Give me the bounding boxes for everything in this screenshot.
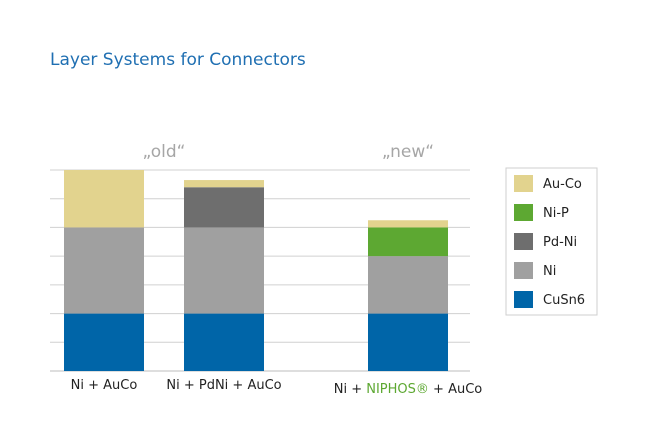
legend-label-ni: Ni bbox=[543, 264, 556, 279]
category-label-part: Ni + bbox=[334, 382, 367, 397]
bar-stack-ni-auco bbox=[64, 170, 144, 371]
bar-stacks bbox=[64, 170, 448, 371]
category-label-part: + AuCo bbox=[429, 382, 482, 397]
legend: Au-Co Ni-P Pd-Ni Ni CuSn6 bbox=[505, 167, 598, 316]
legend-swatch-ni-p bbox=[514, 204, 533, 221]
legend-swatch-au-co bbox=[514, 175, 533, 192]
bar-segment-ni bbox=[368, 256, 448, 314]
bar-segment-cusn6 bbox=[184, 313, 264, 371]
bar-segment-au-co bbox=[184, 180, 264, 188]
legend-swatch-cusn6 bbox=[514, 291, 533, 308]
legend-label-ni-p: Ni-P bbox=[543, 206, 569, 221]
bar-segment-cusn6 bbox=[64, 313, 144, 371]
legend-swatch-ni bbox=[514, 262, 533, 279]
bar-stack-ni-pdni-auco bbox=[184, 180, 264, 371]
legend-label-au-co: Au-Co bbox=[543, 177, 582, 192]
bar-segment-au-co bbox=[64, 170, 144, 228]
bar-segment-cusn6 bbox=[368, 313, 448, 371]
bar-segment-au-co bbox=[368, 220, 448, 228]
group-label: „new“ bbox=[382, 142, 434, 162]
group-label: „old“ bbox=[143, 142, 186, 162]
category-label: Ni + PdNi + AuCo bbox=[166, 378, 281, 393]
category-label: Ni + AuCo bbox=[71, 378, 138, 393]
legend-swatch-pd-ni bbox=[514, 233, 533, 250]
bar-segment-ni bbox=[64, 227, 144, 314]
legend-label-pd-ni: Pd-Ni bbox=[543, 235, 577, 250]
category-label-part: Ni + AuCo bbox=[71, 378, 138, 393]
bar-segment-ni-p bbox=[368, 227, 448, 257]
category-labels: Ni + AuCo Ni + PdNi + AuCo Ni + NIPHOS® + … bbox=[71, 378, 483, 397]
legend-label-cusn6: CuSn6 bbox=[543, 293, 585, 308]
category-label: Ni + NIPHOS® + AuCo bbox=[334, 382, 483, 397]
bar-stack-ni-niphos-auco bbox=[368, 220, 448, 371]
group-labels: „old“ „new“ bbox=[143, 142, 435, 162]
bar-segment-pd-ni bbox=[184, 187, 264, 228]
bar-segment-ni bbox=[184, 227, 264, 314]
category-label-part: NIPHOS® bbox=[366, 382, 429, 397]
chart-title: Layer Systems for Connectors bbox=[50, 50, 306, 70]
category-label-part: Ni + PdNi + AuCo bbox=[166, 378, 281, 393]
